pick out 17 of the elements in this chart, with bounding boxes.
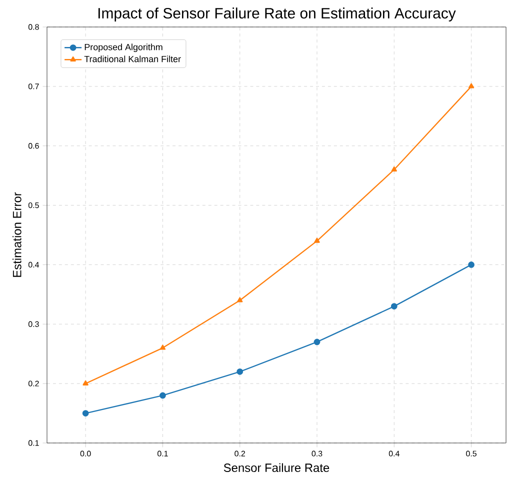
point <box>160 392 166 399</box>
point <box>314 238 320 243</box>
point <box>82 380 88 386</box>
point <box>314 338 320 346</box>
point <box>236 368 244 375</box>
point <box>160 344 166 350</box>
point <box>468 83 474 88</box>
point <box>468 262 474 268</box>
chart-title: Impact of Sensor Failure Rate on Estimation Accuracy <box>98 8 456 22</box>
legend-label: Proposed Algorithm <box>84 44 162 52</box>
point <box>82 410 89 416</box>
point <box>237 297 243 302</box>
y-axis-title: Estimation Error <box>12 192 22 277</box>
point <box>390 303 398 310</box>
legend-label: Traditional Kalman Filter <box>84 56 181 62</box>
point <box>391 166 397 172</box>
x-axis-title: Sensor Failure Rate <box>224 463 330 472</box>
